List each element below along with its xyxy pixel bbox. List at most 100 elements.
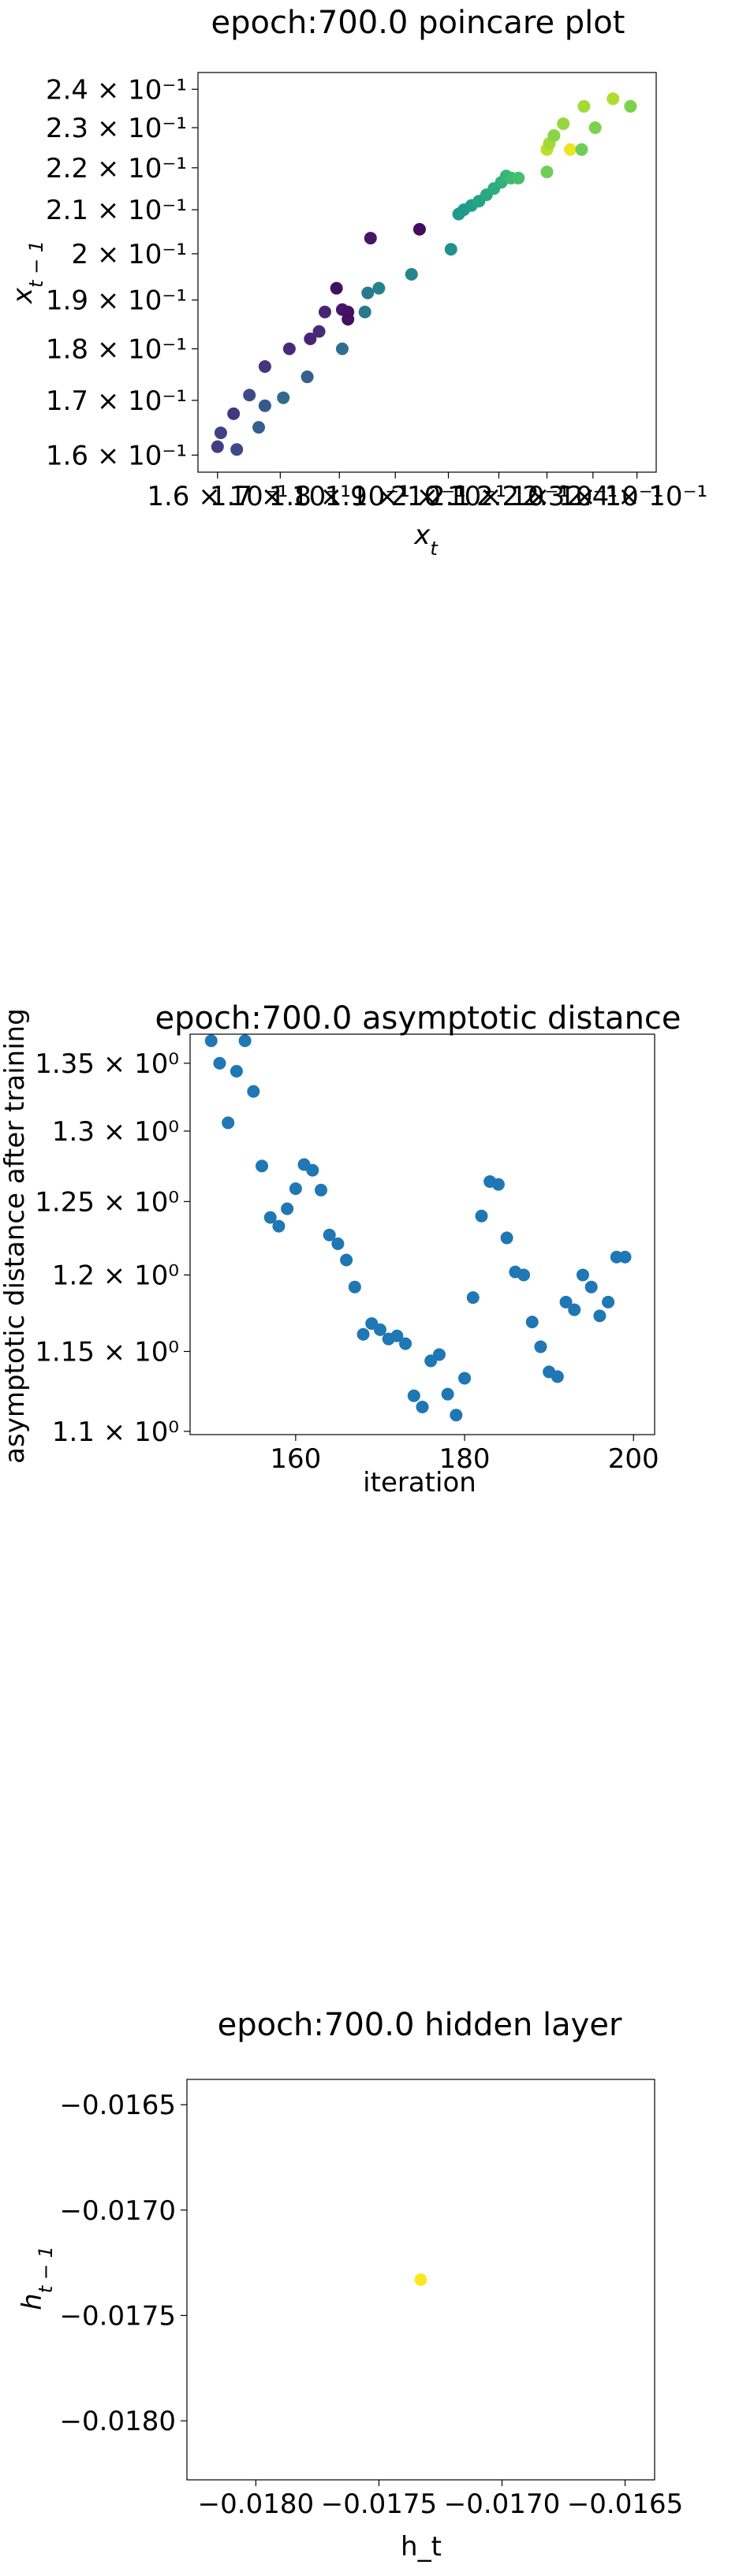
poincare-point (512, 171, 525, 184)
distance-point (247, 1085, 260, 1098)
distance-point (602, 1295, 615, 1308)
distance-point (500, 1231, 513, 1245)
poincare-points (211, 92, 637, 456)
distance-point (272, 1219, 286, 1233)
y-tick-label: −0.0180 (60, 2406, 176, 2437)
poincare-point (563, 143, 577, 156)
poincare-chart: epoch:700.0 poincare plot 1.6 × 10⁻¹1.7 … (7, 5, 707, 560)
poincare-point (258, 360, 271, 374)
poincare-title: epoch:700.0 poincare plot (211, 5, 625, 41)
distance-point (559, 1295, 573, 1308)
poincare-ticks: 1.6 × 10⁻¹1.7 × 10⁻¹1.8 × 10⁻¹1.9 × 10⁻¹… (46, 74, 707, 512)
poincare-x-axis-label: xt (413, 519, 439, 560)
distance-point (222, 1116, 235, 1130)
y-tick-label: 2.4 × 10⁻¹ (46, 74, 187, 106)
y-tick-label: 1.3 × 10⁰ (52, 1116, 179, 1148)
distance-point (466, 1291, 480, 1305)
hidden-layer-plot-frame (186, 2079, 655, 2481)
poincare-point (575, 143, 588, 156)
poincare-point (300, 370, 314, 384)
poincare-point (230, 443, 244, 456)
poincare-point (361, 286, 375, 300)
x-tick-label: 2.4 × 10⁻¹ (566, 481, 707, 512)
y-tick-label: 1.8 × 10⁻¹ (46, 334, 187, 366)
poincare-y-axis-label: xt − 1 (7, 240, 47, 304)
poincare-point (282, 342, 296, 356)
x-tick-label: 1.6 × 10⁻¹ (147, 481, 288, 512)
y-tick-label: 2.3 × 10⁻¹ (46, 113, 187, 144)
poincare-point (540, 166, 554, 179)
poincare-point (342, 312, 355, 326)
y-tick-label: 1.6 × 10⁻¹ (46, 440, 187, 471)
distance-point (204, 1034, 218, 1048)
distance-point (281, 1202, 294, 1215)
distance-point (314, 1183, 327, 1197)
hidden-layer-point (414, 2273, 427, 2286)
distance-point (340, 1253, 353, 1267)
y-tick-label: 1.9 × 10⁻¹ (46, 285, 187, 317)
y-tick-label: 1.25 × 10⁰ (35, 1186, 179, 1218)
distance-point (306, 1163, 319, 1177)
distance-point (432, 1348, 446, 1361)
distance-point (213, 1056, 226, 1070)
distance-point (576, 1268, 589, 1282)
poincare-point (577, 99, 591, 113)
distance-point (390, 1329, 404, 1342)
y-tick-label: 1.1 × 10⁰ (52, 1416, 179, 1448)
asymptotic-title: epoch:700.0 asymptotic distance (155, 1000, 681, 1037)
poincare-point (312, 325, 326, 338)
hidden-layer-chart: epoch:700.0 hidden layer −0.0180 −0.0175−… (17, 2007, 683, 2563)
distance-point (238, 1034, 252, 1048)
x-tick-label: 180 (439, 1443, 491, 1475)
x-tick-label: −0.0175 (321, 2489, 437, 2520)
poincare-point (252, 421, 266, 434)
x-tick-label: 2 × 10⁻¹ (390, 481, 506, 512)
x-tick-label: 2.3 × 10⁻¹ (522, 481, 663, 512)
poincare-point (444, 243, 457, 256)
distance-point (331, 1237, 345, 1250)
poincare-point (372, 281, 386, 295)
hidden-layer-points (414, 2273, 427, 2286)
hidden-layer-ticks: −0.0180 −0.0175 −0.0170 −0.0165−0.0165−0.01… (60, 2090, 684, 2520)
x-tick-label: −0.0180 (198, 2489, 314, 2520)
poincare-point (277, 391, 290, 404)
distance-point (584, 1280, 598, 1294)
poincare-point (243, 389, 256, 402)
x-tick-label: 200 (608, 1443, 659, 1475)
poincare-point (547, 128, 561, 142)
poincare-point (214, 426, 227, 440)
distance-point (491, 1178, 505, 1191)
distance-point (348, 1280, 361, 1294)
distance-point (416, 1400, 429, 1413)
x-tick-label: 2.1 × 10⁻¹ (428, 481, 569, 512)
distance-point (441, 1387, 454, 1401)
y-tick-label: −0.0165 (60, 2090, 176, 2121)
distance-point (618, 1250, 632, 1264)
y-tick-label: −0.0170 (60, 2195, 176, 2227)
poincare-point (358, 305, 371, 318)
asymptotic-points (204, 1034, 632, 1422)
y-tick-label: 2.2 × 10⁻¹ (46, 153, 187, 184)
distance-point (256, 1160, 269, 1173)
y-tick-label: 2.1 × 10⁻¹ (46, 195, 187, 226)
x-tick-label: 1.9 × 10⁻¹ (325, 481, 466, 512)
poincare-point (335, 342, 349, 356)
y-tick-label: 2 × 10⁻¹ (71, 239, 187, 270)
distance-point (373, 1323, 386, 1336)
y-tick-label: 1.2 × 10⁰ (52, 1260, 179, 1291)
x-tick-label: −0.0165 (567, 2489, 683, 2520)
hidden-layer-title: epoch:700.0 hidden layer (218, 2007, 622, 2043)
distance-point (551, 1370, 564, 1383)
asymptotic-y-axis-label: asymptotic distance after training (0, 1008, 31, 1464)
distance-point (289, 1182, 302, 1195)
poincare-point (588, 121, 602, 134)
poincare-point (211, 440, 224, 453)
y-tick-label: −0.0175 (60, 2300, 176, 2332)
poincare-point (557, 117, 570, 131)
poincare-point (227, 407, 241, 420)
distance-point (450, 1409, 463, 1422)
poincare-point (405, 267, 418, 281)
poincare-point (330, 281, 343, 295)
distance-point (230, 1065, 243, 1078)
